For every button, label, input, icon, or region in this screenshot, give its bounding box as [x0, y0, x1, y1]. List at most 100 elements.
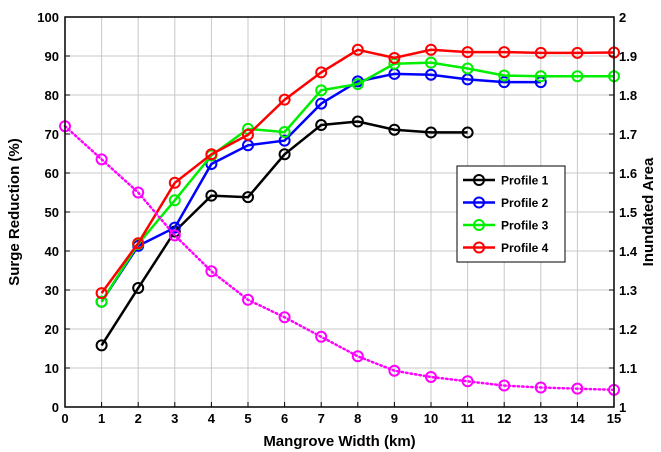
x-tick-label: 1 — [98, 411, 105, 426]
y2-tick-label: 1.5 — [619, 205, 637, 220]
data-point — [571, 382, 584, 395]
data-point — [242, 128, 254, 141]
y2-tick-label: 1.8 — [619, 88, 637, 103]
x-tick-label: 13 — [534, 411, 548, 426]
data-point — [351, 115, 364, 128]
y2-tick-label: 1 — [619, 400, 626, 415]
data-point — [278, 93, 291, 106]
data-point — [315, 66, 328, 79]
legend-marker — [473, 219, 485, 231]
data-point — [278, 311, 291, 324]
data-point — [168, 194, 181, 207]
data-point — [205, 265, 218, 278]
legend-item: Profile 4 — [463, 241, 549, 255]
series-line — [63, 124, 616, 392]
legend: Profile 1 Profile 2 Profile 3 Profile 4 — [456, 165, 566, 263]
x-tick-label: 0 — [61, 411, 68, 426]
y2-tick-label: 1.3 — [619, 283, 637, 298]
legend-marker — [473, 196, 485, 209]
data-point — [388, 364, 401, 377]
data-point — [132, 186, 145, 199]
y-tick-label: 90 — [45, 49, 59, 64]
data-point — [534, 70, 547, 83]
y2-tick-label: 1.6 — [619, 166, 637, 181]
x-tick-label: 12 — [497, 411, 511, 426]
series-4 — [95, 43, 620, 300]
x-tick-label: 2 — [135, 411, 142, 426]
x-tick-label: 5 — [244, 411, 251, 426]
data-point — [278, 126, 291, 139]
y2-tick-label: 1.1 — [619, 361, 637, 376]
legend-marker — [473, 241, 485, 254]
data-point — [461, 62, 474, 75]
data-point — [498, 46, 511, 59]
x-axis-label: Mangrove Width (km) — [263, 433, 415, 450]
y2-tick-label: 1.9 — [619, 49, 637, 64]
series-line — [100, 48, 615, 294]
legend-label: Profile 4 — [501, 241, 549, 255]
data-point — [132, 282, 145, 295]
data-point — [315, 119, 328, 132]
data-point — [461, 126, 474, 139]
data-point — [242, 293, 254, 306]
x-tick-label: 14 — [570, 411, 585, 426]
series-1 — [95, 115, 474, 352]
data-point — [205, 189, 218, 202]
legend-item: Profile 3 — [463, 219, 549, 233]
data-point — [534, 46, 547, 59]
data-point — [425, 370, 437, 383]
legend-item: Profile 2 — [463, 196, 549, 210]
series-3 — [95, 56, 620, 308]
data-point — [461, 46, 474, 59]
data-point — [95, 287, 108, 300]
y-tick-label: 80 — [45, 88, 59, 103]
data-point — [388, 123, 401, 136]
series-layer — [59, 43, 620, 396]
legend-item: Profile 1 — [463, 174, 549, 188]
x-tick-label: 7 — [318, 411, 325, 426]
y-tick-label: 20 — [45, 322, 59, 337]
data-point — [425, 126, 437, 139]
data-point — [315, 97, 328, 110]
data-point — [278, 148, 291, 161]
data-point — [351, 43, 364, 56]
y2-tick-label: 1.2 — [619, 322, 637, 337]
y2-tick-label: 2 — [619, 10, 626, 25]
data-point — [498, 76, 511, 89]
data-point — [498, 69, 511, 82]
data-point — [571, 46, 584, 59]
series-5 — [59, 120, 620, 396]
legend-marker — [473, 174, 485, 186]
y-tick-label: 60 — [45, 166, 59, 181]
x-tick-label: 9 — [391, 411, 398, 426]
data-point — [242, 191, 254, 204]
series-line — [100, 120, 468, 347]
data-point — [315, 84, 328, 97]
y-tick-label: 0 — [52, 400, 59, 415]
data-point — [351, 350, 364, 363]
y2-tick-label: 1.4 — [619, 244, 638, 259]
y-tick-label: 40 — [45, 244, 59, 259]
legend-label: Profile 1 — [501, 174, 549, 188]
data-point — [95, 339, 108, 352]
data-point — [205, 148, 218, 161]
y-tick-label: 70 — [45, 127, 59, 142]
data-point — [351, 78, 364, 91]
x-tick-label: 8 — [354, 411, 361, 426]
y-tick-label: 100 — [37, 10, 59, 25]
data-point — [534, 381, 547, 394]
y2-axis-label: Inundated Area — [640, 157, 657, 266]
data-point — [168, 176, 181, 189]
ticks: 0 1 2 3 4 5 6 7 8 9 10 11 12 13 14 15010203040506070809… — [37, 10, 638, 426]
series-line — [100, 72, 541, 303]
data-point — [95, 295, 108, 308]
y-tick-label: 10 — [45, 361, 59, 376]
data-point — [425, 68, 437, 81]
y-tick-label: 30 — [45, 283, 59, 298]
data-point — [498, 379, 511, 392]
data-point — [315, 330, 328, 343]
series-line — [100, 61, 614, 303]
x-tick-label: 3 — [171, 411, 178, 426]
data-point — [168, 229, 181, 242]
